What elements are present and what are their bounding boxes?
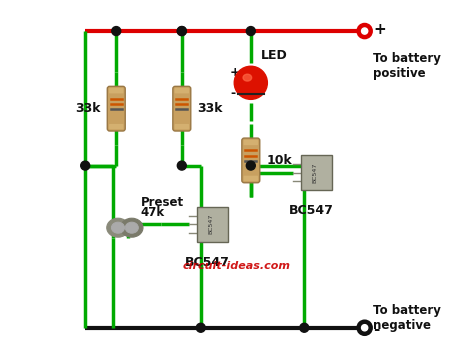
Ellipse shape <box>111 222 125 233</box>
Circle shape <box>234 66 267 99</box>
FancyBboxPatch shape <box>109 124 124 129</box>
Text: BC547: BC547 <box>289 204 334 217</box>
Ellipse shape <box>120 218 143 237</box>
FancyBboxPatch shape <box>107 86 125 131</box>
Circle shape <box>177 27 186 36</box>
Circle shape <box>112 27 121 36</box>
Ellipse shape <box>107 218 129 237</box>
Text: -: - <box>374 322 380 337</box>
Circle shape <box>362 325 368 331</box>
FancyBboxPatch shape <box>197 207 228 242</box>
FancyBboxPatch shape <box>242 138 260 183</box>
FancyBboxPatch shape <box>109 88 124 93</box>
FancyBboxPatch shape <box>244 176 258 181</box>
Circle shape <box>196 323 205 332</box>
Circle shape <box>246 27 255 36</box>
Circle shape <box>177 27 186 36</box>
Circle shape <box>358 321 372 335</box>
Text: To battery
negative: To battery negative <box>374 304 441 332</box>
Ellipse shape <box>125 222 138 233</box>
Circle shape <box>246 161 255 170</box>
Text: +: + <box>230 66 241 79</box>
FancyBboxPatch shape <box>173 86 191 131</box>
FancyBboxPatch shape <box>174 124 189 129</box>
Text: BC547: BC547 <box>185 256 230 269</box>
FancyBboxPatch shape <box>244 140 258 145</box>
Circle shape <box>358 24 372 38</box>
Circle shape <box>300 323 309 332</box>
Text: 47k: 47k <box>140 206 164 219</box>
Text: BC547: BC547 <box>312 162 317 183</box>
Text: To battery
positive: To battery positive <box>374 52 441 80</box>
Text: LED: LED <box>261 49 288 62</box>
Text: 33k: 33k <box>75 102 101 115</box>
Text: +: + <box>374 22 386 37</box>
Circle shape <box>81 161 90 170</box>
Text: -: - <box>230 87 235 100</box>
Ellipse shape <box>243 74 252 81</box>
Text: 33k: 33k <box>197 102 223 115</box>
Text: 10k: 10k <box>266 154 292 167</box>
Circle shape <box>362 28 368 34</box>
Text: circuit-ideas.com: circuit-ideas.com <box>183 261 291 271</box>
FancyBboxPatch shape <box>174 88 189 93</box>
Text: BC547: BC547 <box>209 214 214 235</box>
Circle shape <box>177 161 186 170</box>
FancyBboxPatch shape <box>301 155 332 190</box>
Text: Preset: Preset <box>140 196 183 209</box>
